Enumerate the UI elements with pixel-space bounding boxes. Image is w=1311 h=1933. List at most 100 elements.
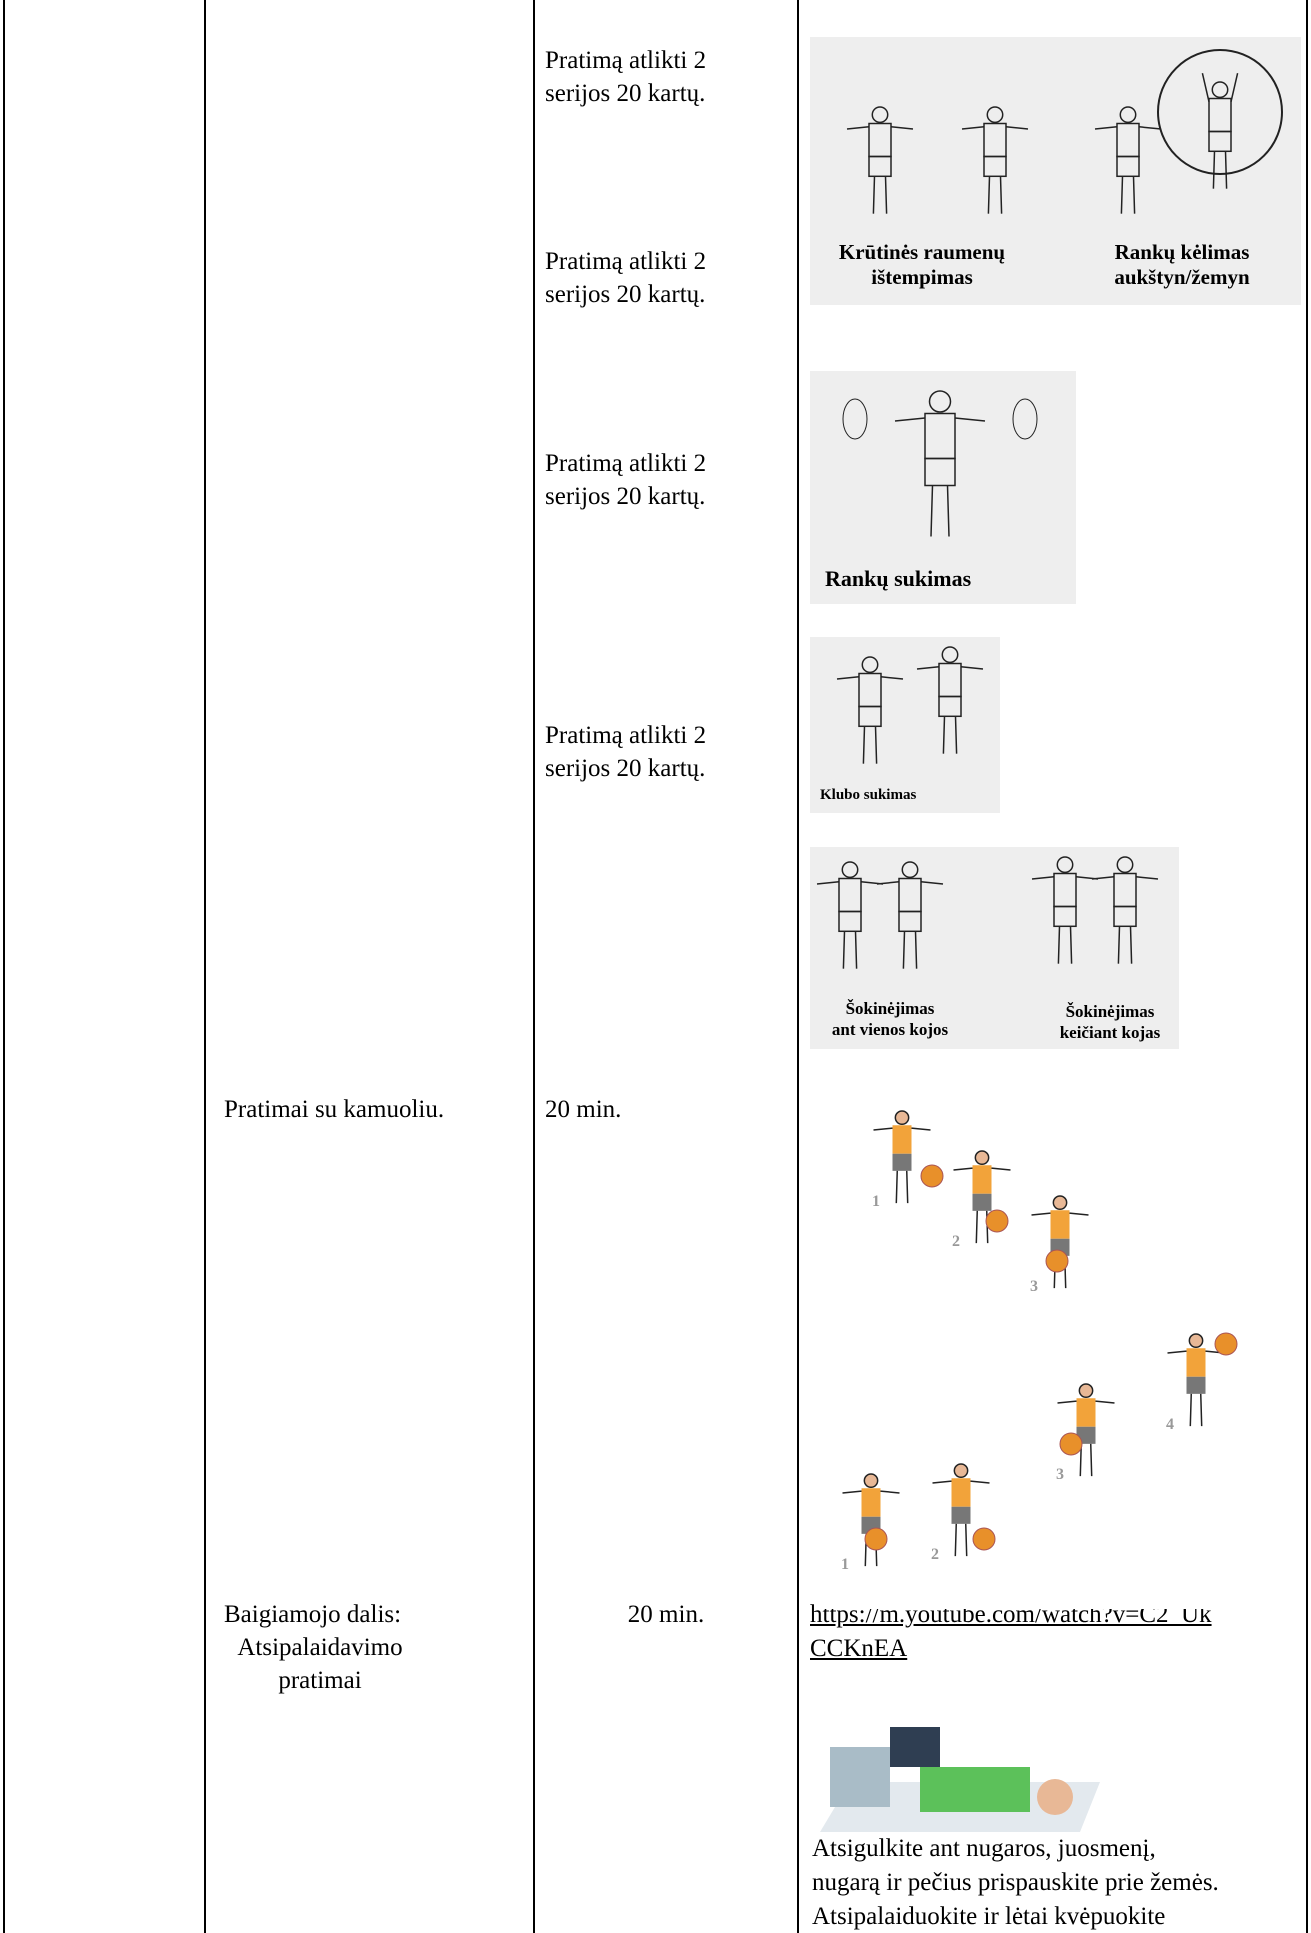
drawing: [932, 1480, 990, 1484]
activity: pratimai: [278, 1667, 362, 1694]
drawing: [975, 1210, 989, 1244]
drawing: [894, 417, 986, 422]
drawing: [1053, 872, 1077, 908]
description: Atsigulkite ant nugaros, juosmenį,: [812, 1835, 1156, 1862]
drawing: [1116, 122, 1140, 158]
drawing: [1094, 106, 1162, 214]
image-caption: Klubo sukimas: [820, 787, 916, 803]
exercise-image: Klubo sukimas: [810, 637, 1000, 813]
drawing: [901, 861, 919, 879]
drawing: [846, 126, 914, 130]
drawing: [930, 485, 950, 537]
table-border: [3, 0, 5, 1933]
step-number: 3: [1030, 1278, 1038, 1295]
drawing: [1045, 1249, 1069, 1273]
drawing: [816, 861, 884, 969]
drawing: [842, 1490, 900, 1494]
drawing: [892, 1153, 912, 1171]
drawing: [894, 390, 986, 537]
drawing: [1031, 1212, 1089, 1216]
exercise-image: 1 2 3: [822, 1101, 1152, 1301]
drawing: [841, 861, 859, 879]
drawing: [895, 1170, 909, 1204]
drawing: [1116, 155, 1140, 178]
drawing: [986, 106, 1004, 124]
exercise-image: [810, 1707, 1101, 1837]
drawing: [1188, 1333, 1204, 1349]
drawing: [1094, 126, 1162, 130]
image-caption: ant vienos kojos: [832, 1020, 949, 1039]
drawing: [876, 881, 944, 885]
step-number: 2: [931, 1546, 939, 1563]
drawing: [938, 695, 962, 718]
duration: 20 min.: [627, 1601, 705, 1628]
drawing: [972, 1527, 996, 1551]
drawing: [846, 106, 914, 214]
drawing: [864, 1527, 888, 1551]
drawing: [953, 1463, 969, 1479]
drawing: [942, 716, 958, 754]
table-border: [797, 0, 799, 1933]
drawing: [916, 666, 984, 670]
activity: Atsipalaidavimo: [237, 1634, 403, 1661]
step-number: 1: [872, 1193, 880, 1210]
instruction: Pratimą atlikti 2: [545, 47, 707, 74]
drawing: [1116, 856, 1134, 874]
video-link[interactable]: CCKnEA: [810, 1635, 908, 1662]
drawing: [1186, 1348, 1206, 1377]
drawing: [1212, 151, 1228, 189]
drawing: [876, 861, 944, 969]
drawing: [1119, 106, 1137, 124]
drawing: [941, 646, 959, 664]
drawing: [1059, 1432, 1083, 1456]
drawing: [924, 457, 956, 487]
drawing: [916, 646, 984, 754]
drawing: [1012, 398, 1038, 440]
drawing: [863, 1473, 879, 1489]
drawing: [1078, 1383, 1094, 1399]
drawing: [953, 1167, 1011, 1171]
drawing: [842, 931, 858, 969]
drawing: [987, 176, 1003, 214]
drawing: [1053, 905, 1077, 928]
instruction: Pratimą atlikti 2: [545, 450, 707, 477]
drawing: [1113, 872, 1137, 908]
drawing: [873, 1127, 931, 1131]
drawing: [858, 705, 882, 728]
image-caption: Šokinėjimas: [1066, 1002, 1155, 1021]
drawing: [1057, 1383, 1115, 1477]
drawing: [1057, 926, 1073, 964]
drawing: [1079, 1443, 1093, 1477]
drawing: [1211, 81, 1229, 99]
duration: 20 min.: [545, 1096, 622, 1123]
drawing: [974, 1150, 990, 1166]
drawing: [932, 1463, 990, 1557]
image-caption: keičiant kojas: [1060, 1023, 1161, 1042]
drawing: [898, 910, 922, 933]
drawing: [838, 877, 862, 913]
drawing: [842, 398, 868, 440]
drawing: [1157, 49, 1283, 175]
image-caption: Rankų sukimas: [825, 566, 972, 591]
instruction: Pratimą atlikti 2: [545, 722, 707, 749]
instruction: serijos 20 kartų.: [545, 755, 706, 782]
drawing: [972, 1165, 992, 1194]
drawing: [1117, 926, 1133, 964]
drawing: [872, 176, 888, 214]
image-caption: ištempimas: [871, 265, 973, 289]
drawing: [983, 122, 1007, 158]
drawing: [1201, 73, 1239, 102]
drawing: [898, 877, 922, 913]
drawing: [862, 726, 878, 764]
description: nugarą ir pečius prispauskite prie žemės…: [812, 1869, 1219, 1896]
drawing: [894, 1110, 910, 1126]
drawing: [1214, 1332, 1238, 1356]
drawing: [890, 1727, 940, 1767]
drawing: [830, 1747, 890, 1807]
image-caption: Krūtinės raumenų: [839, 240, 1006, 264]
drawing: [1091, 876, 1159, 880]
activity: Pratimai su kamuoliu.: [224, 1096, 445, 1123]
drawing: [836, 676, 904, 680]
drawing: [920, 1164, 944, 1188]
